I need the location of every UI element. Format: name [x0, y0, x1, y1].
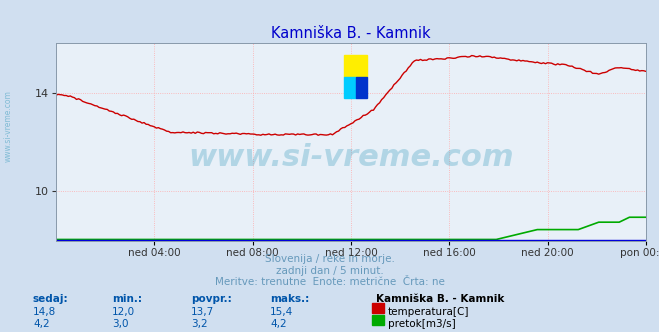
Text: 13,7: 13,7 — [191, 307, 214, 317]
Text: 3,0: 3,0 — [112, 319, 129, 329]
Text: 14,8: 14,8 — [33, 307, 56, 317]
Text: sedaj:: sedaj: — [33, 294, 69, 304]
Text: min.:: min.: — [112, 294, 142, 304]
Text: Slovenija / reke in morje.: Slovenija / reke in morje. — [264, 254, 395, 264]
Text: 15,4: 15,4 — [270, 307, 293, 317]
FancyBboxPatch shape — [344, 55, 368, 77]
FancyBboxPatch shape — [356, 77, 368, 99]
Text: 3,2: 3,2 — [191, 319, 208, 329]
Title: Kamniška B. - Kamnik: Kamniška B. - Kamnik — [271, 26, 431, 41]
Text: temperatura[C]: temperatura[C] — [388, 307, 470, 317]
Text: Meritve: trenutne  Enote: metrične  Črta: ne: Meritve: trenutne Enote: metrične Črta: … — [215, 277, 444, 287]
Text: Kamniška B. - Kamnik: Kamniška B. - Kamnik — [376, 294, 504, 304]
Text: pretok[m3/s]: pretok[m3/s] — [388, 319, 456, 329]
Text: 12,0: 12,0 — [112, 307, 135, 317]
Text: 4,2: 4,2 — [33, 319, 49, 329]
Text: 4,2: 4,2 — [270, 319, 287, 329]
Text: www.si-vreme.com: www.si-vreme.com — [188, 143, 514, 172]
Text: www.si-vreme.com: www.si-vreme.com — [3, 90, 13, 162]
FancyBboxPatch shape — [344, 77, 356, 99]
Text: maks.:: maks.: — [270, 294, 310, 304]
Text: povpr.:: povpr.: — [191, 294, 232, 304]
Text: zadnji dan / 5 minut.: zadnji dan / 5 minut. — [275, 266, 384, 276]
